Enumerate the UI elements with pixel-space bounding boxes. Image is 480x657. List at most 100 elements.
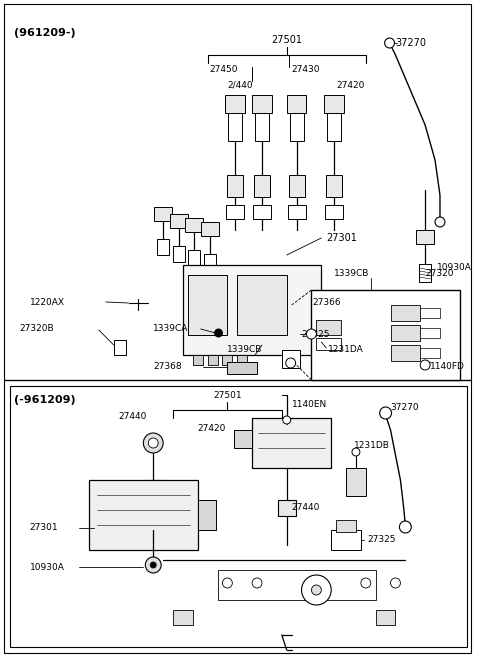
Circle shape — [384, 38, 395, 48]
Bar — [312, 290, 460, 380]
Bar — [254, 175, 270, 197]
Bar — [278, 500, 296, 516]
Text: 1339CA: 1339CA — [153, 324, 189, 333]
Circle shape — [144, 433, 163, 453]
Bar — [222, 355, 232, 365]
Circle shape — [301, 575, 331, 605]
Bar — [419, 264, 431, 282]
Circle shape — [283, 416, 291, 424]
Circle shape — [399, 521, 411, 533]
Text: 10930A: 10930A — [437, 263, 472, 273]
Bar — [228, 113, 242, 141]
Circle shape — [286, 358, 296, 368]
Bar — [144, 480, 162, 500]
Bar — [198, 500, 216, 530]
Text: 1339CB: 1339CB — [228, 345, 263, 354]
Text: 27325: 27325 — [301, 330, 330, 339]
Circle shape — [145, 557, 161, 573]
Bar — [253, 205, 271, 219]
Bar — [325, 205, 343, 219]
Circle shape — [380, 407, 392, 419]
Text: 27420: 27420 — [336, 81, 364, 90]
Bar — [193, 355, 203, 365]
Text: 10930A: 10930A — [30, 562, 64, 572]
Bar — [89, 480, 198, 550]
Text: (-961209): (-961209) — [14, 395, 75, 405]
Bar — [282, 350, 300, 368]
Polygon shape — [123, 560, 445, 610]
Circle shape — [148, 438, 158, 448]
Bar — [290, 113, 303, 141]
Text: 1140FD: 1140FD — [430, 362, 465, 371]
Text: 27440: 27440 — [119, 412, 147, 421]
Bar — [208, 355, 217, 365]
Bar — [420, 308, 440, 318]
Bar — [228, 175, 243, 197]
Circle shape — [150, 562, 156, 568]
Bar — [331, 530, 361, 550]
Text: 1339CB: 1339CB — [334, 269, 370, 278]
Text: 2/440: 2/440 — [228, 81, 253, 90]
Bar — [185, 218, 203, 232]
Text: 37270: 37270 — [391, 403, 419, 412]
Text: 27301: 27301 — [30, 524, 58, 533]
Bar — [391, 345, 420, 361]
Text: 37270: 37270 — [396, 38, 426, 48]
Bar — [316, 338, 341, 350]
Bar — [391, 325, 420, 341]
Text: 27501: 27501 — [213, 391, 242, 400]
Bar — [183, 265, 321, 355]
Text: 27320: 27320 — [425, 269, 454, 278]
Bar — [114, 340, 126, 355]
Bar — [376, 610, 396, 625]
Bar — [170, 214, 188, 228]
Text: 1231DB: 1231DB — [354, 441, 390, 450]
Bar — [226, 95, 245, 113]
Bar — [204, 254, 216, 270]
Bar — [188, 275, 228, 335]
Bar — [420, 328, 440, 338]
Bar — [228, 362, 257, 374]
Circle shape — [215, 329, 222, 337]
Text: 1231DA: 1231DA — [328, 345, 364, 354]
Text: 27430: 27430 — [292, 65, 320, 74]
Bar — [173, 246, 185, 262]
Text: 27301: 27301 — [326, 233, 357, 243]
Bar — [420, 348, 440, 358]
Bar — [255, 113, 269, 141]
Circle shape — [222, 578, 232, 588]
Bar — [201, 222, 218, 236]
Bar — [237, 275, 287, 335]
Bar — [416, 230, 434, 244]
Bar — [326, 175, 342, 197]
Bar — [327, 113, 341, 141]
Text: 27368: 27368 — [153, 362, 182, 371]
Text: 27501: 27501 — [271, 35, 302, 45]
Bar — [227, 205, 244, 219]
Bar — [288, 205, 305, 219]
Bar — [316, 320, 341, 335]
Circle shape — [420, 360, 430, 370]
Text: 27325: 27325 — [368, 535, 396, 545]
Circle shape — [361, 578, 371, 588]
Bar — [10, 386, 467, 647]
Text: 27440: 27440 — [292, 503, 320, 512]
Bar — [234, 430, 252, 448]
Text: 27366: 27366 — [312, 298, 341, 307]
Bar — [157, 239, 169, 255]
Bar — [252, 418, 331, 468]
Bar — [154, 207, 172, 221]
Bar — [252, 95, 272, 113]
Bar — [188, 250, 200, 266]
Bar — [324, 95, 344, 113]
Bar — [237, 355, 247, 365]
Circle shape — [312, 585, 321, 595]
Text: 27320B: 27320B — [20, 324, 54, 333]
Text: (961209-): (961209-) — [14, 28, 75, 38]
Bar — [288, 175, 304, 197]
Bar — [346, 468, 366, 496]
Bar — [173, 610, 193, 625]
Circle shape — [252, 578, 262, 588]
Text: 1220AX: 1220AX — [30, 298, 65, 307]
Circle shape — [352, 448, 360, 456]
